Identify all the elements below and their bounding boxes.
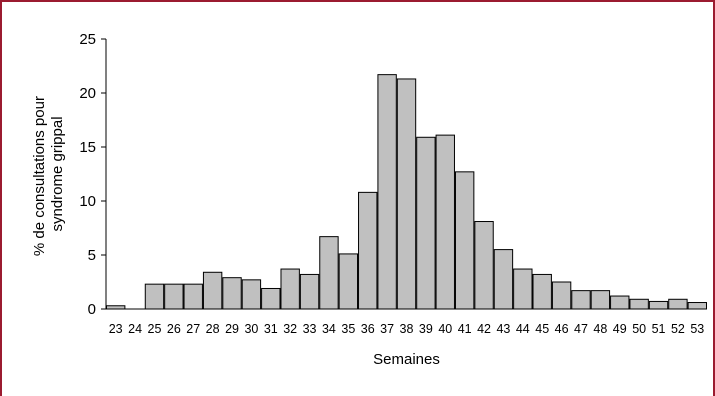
- bar-week-49: [610, 295, 630, 310]
- x-tick-label: 52: [671, 322, 685, 336]
- bar-week-43: [493, 249, 514, 310]
- x-tick-label: 53: [690, 322, 704, 336]
- x-tick-label: 42: [477, 322, 491, 336]
- x-tick-label: 49: [613, 322, 627, 336]
- x-tick-label: 51: [652, 322, 666, 336]
- bar-week-51: [648, 300, 669, 310]
- x-tick-label: 46: [555, 322, 569, 336]
- bar-week-32: [280, 268, 300, 310]
- x-tick-label: 45: [535, 322, 549, 336]
- bar-week-45: [532, 273, 552, 310]
- x-tick-label: 30: [244, 322, 258, 336]
- bar-week-48: [590, 290, 611, 310]
- bar-week-41: [454, 171, 475, 310]
- y-tick-label: 0: [88, 301, 96, 318]
- x-tick-label: 50: [632, 322, 646, 336]
- y-axis-label-line-1: % de consultations pour: [31, 96, 48, 256]
- x-tick-label: 31: [264, 322, 278, 336]
- bar-week-31: [261, 287, 281, 310]
- bar-week-46: [551, 281, 572, 310]
- bar-week-47: [571, 290, 591, 310]
- x-tick-label: 39: [419, 322, 433, 336]
- y-tick-label: 5: [88, 247, 96, 264]
- x-tick-label: 24: [128, 322, 142, 336]
- bar-week-40: [435, 134, 455, 310]
- x-tick-label: 47: [574, 322, 588, 336]
- x-axis-label: Semaines: [373, 351, 440, 368]
- x-tick-label: 41: [458, 322, 472, 336]
- x-tick-label: 33: [303, 322, 317, 336]
- bar-week-29: [222, 277, 242, 310]
- bar-week-42: [474, 221, 494, 310]
- bar-week-25: [144, 283, 165, 310]
- y-axis-ticks: 0 5 10 15 20 25: [79, 31, 106, 318]
- y-tick-label: 15: [79, 139, 96, 156]
- x-tick-label: 32: [283, 322, 297, 336]
- bar-week-38: [396, 78, 417, 310]
- y-axis-label: % de consultations pour syndrome grippal: [31, 92, 66, 256]
- bar-week-37: [377, 74, 397, 310]
- bar-week-52: [668, 298, 688, 310]
- bar-week-26: [164, 283, 184, 310]
- x-tick-label: 27: [186, 322, 200, 336]
- x-tick-label: 44: [516, 322, 530, 336]
- bar-week-36: [358, 191, 378, 310]
- bar-week-28: [202, 271, 223, 310]
- x-tick-label: 23: [109, 322, 123, 336]
- bars: [106, 74, 708, 310]
- y-tick-label: 20: [79, 85, 96, 102]
- bar-week-30: [241, 279, 262, 310]
- x-tick-label: 35: [341, 322, 355, 336]
- y-tick-label: 10: [79, 193, 96, 210]
- bar-week-27: [183, 283, 203, 310]
- bar-week-34: [319, 236, 339, 310]
- y-axis-label-line-2: syndrome grippal: [49, 116, 66, 231]
- x-tick-label: 48: [593, 322, 607, 336]
- y-tick-label: 25: [79, 31, 96, 48]
- x-tick-label: 43: [496, 322, 510, 336]
- x-tick-label: 37: [380, 322, 394, 336]
- x-tick-label: 34: [322, 322, 336, 336]
- x-tick-label: 40: [438, 322, 452, 336]
- bar-week-39: [416, 136, 436, 310]
- bar-week-53: [687, 302, 708, 310]
- x-tick-label: 26: [167, 322, 181, 336]
- bar-week-50: [629, 298, 649, 310]
- bar-week-44: [513, 268, 533, 310]
- x-tick-label: 36: [361, 322, 375, 336]
- x-tick-label: 25: [148, 322, 162, 336]
- bar-week-33: [299, 273, 320, 310]
- x-tick-label: 38: [400, 322, 414, 336]
- bar-week-35: [338, 253, 359, 310]
- x-axis-ticks: 23 24 25 26 27 28 29 30 31 32 33 34 35 36 37 38 39 40 41 42…: [109, 322, 705, 336]
- x-tick-label: 29: [225, 322, 239, 336]
- x-tick-label: 28: [206, 322, 220, 336]
